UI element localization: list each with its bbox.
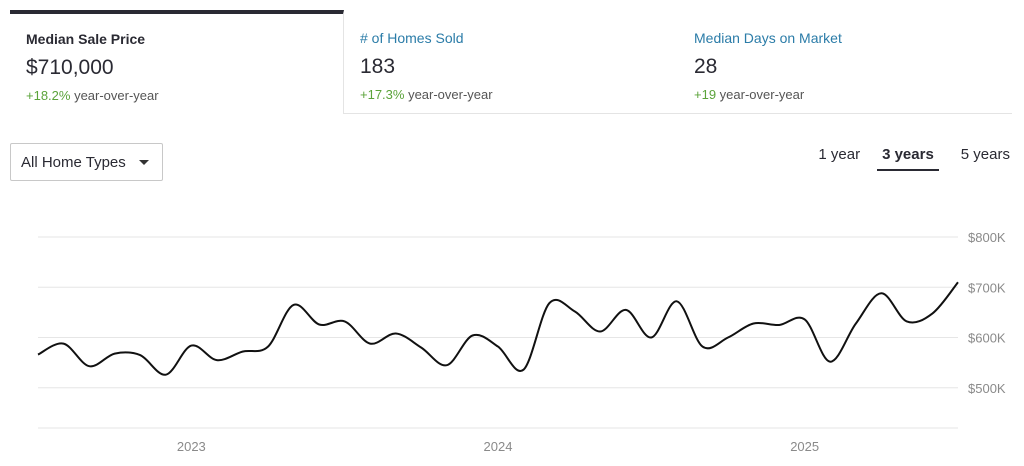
tab-change: +17.3% year-over-year [360, 87, 678, 103]
tab-change: +19 year-over-year [694, 87, 1012, 103]
y-tick-label: $800K [968, 230, 1006, 245]
metric-tabs: Median Sale Price $710,000 +18.2% year-o… [10, 10, 1014, 114]
x-tick-label: 2023 [177, 439, 206, 454]
tab-value: 28 [694, 55, 718, 78]
tab-title: # of Homes Sold [360, 30, 464, 46]
home-type-dropdown[interactable]: All Home Types [10, 143, 163, 181]
change-suffix: year-over-year [716, 87, 805, 102]
tab-change: +18.2% year-over-year [26, 88, 343, 104]
tab-value: $710,000 [26, 56, 114, 79]
y-tick-label: $600K [968, 331, 1006, 346]
tab-value: 183 [360, 55, 396, 78]
tab-homes-sold[interactable]: # of Homes Sold 183 +17.3% year-over-yea… [344, 10, 678, 114]
tab-title: Median Sale Price [26, 31, 146, 47]
time-range-selector: 1 year 3 years 5 years [796, 144, 1010, 171]
range-5-years[interactable]: 5 years [960, 146, 1010, 163]
x-tick-label: 2025 [790, 439, 819, 454]
y-tick-label: $500K [968, 381, 1006, 396]
tab-median-sale-price[interactable]: Median Sale Price $710,000 +18.2% year-o… [10, 10, 344, 114]
median-sale-price-chart: $500K $600K $700K $800K 2023 2024 2025 [37, 230, 1006, 454]
y-tick-label: $700K [968, 280, 1006, 295]
range-3-years[interactable]: 3 years [877, 144, 939, 171]
change-amount: +17.3% [360, 87, 405, 102]
change-suffix: year-over-year [404, 87, 493, 102]
chevron-down-icon [139, 160, 149, 165]
tab-median-days-on-market[interactable]: Median Days on Market 28 +19 year-over-y… [678, 10, 1012, 114]
x-tick-label: 2024 [484, 439, 513, 454]
range-1-year[interactable]: 1 year [818, 146, 861, 163]
median-price-line [37, 281, 959, 376]
dropdown-selected-value: All Home Types [21, 153, 126, 171]
tab-title: Median Days on Market [694, 30, 842, 46]
change-amount: +19 [694, 87, 717, 102]
change-amount: +18.2% [26, 88, 71, 103]
change-suffix: year-over-year [70, 88, 159, 103]
